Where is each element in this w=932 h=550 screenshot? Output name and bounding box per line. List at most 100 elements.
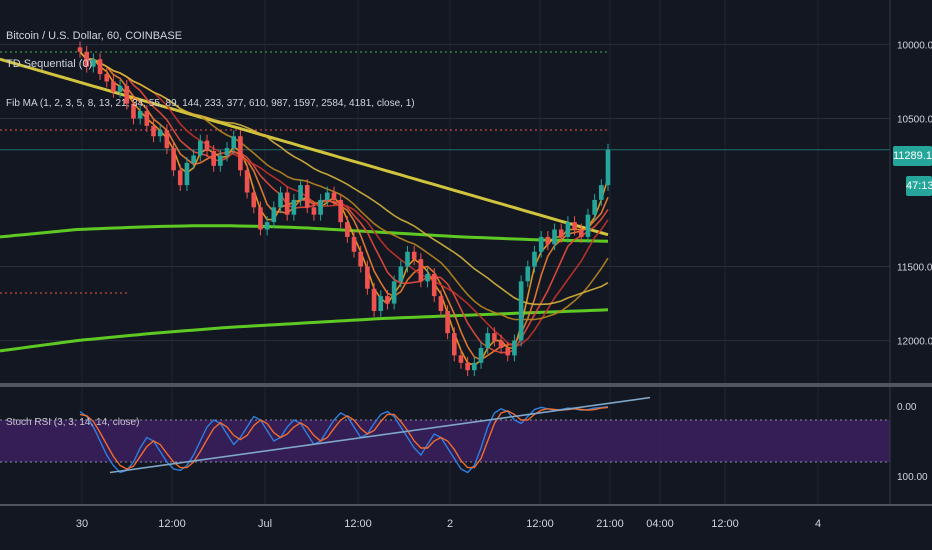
fib-ma-line	[0, 57, 609, 237]
candle-body	[164, 130, 170, 149]
time-tick-label: Jul	[258, 518, 272, 530]
candle-body	[405, 251, 410, 267]
candle-body	[244, 170, 250, 193]
candle-body	[111, 81, 116, 92]
candlesticks	[77, 41, 611, 377]
fib-ma-legend: Fib MA (1, 2, 3, 5, 8, 13, 21, 34, 55, 8…	[6, 98, 415, 109]
candle-body	[552, 229, 557, 245]
td-sequential-legend: TD Sequential (0)	[6, 58, 93, 70]
candle-body	[131, 103, 136, 119]
axes: 12000.00 11500.00 10500.00 10000.00 100.00 0.…	[0, 0, 932, 530]
stoch-d-line	[79, 406, 609, 470]
price-tick-label: 10000.00	[897, 40, 932, 51]
candle-body	[197, 140, 203, 156]
time-tick-label: 12:00	[711, 518, 739, 530]
candle-body	[378, 296, 384, 311]
candle-body	[418, 259, 424, 282]
candle-body	[77, 47, 83, 52]
candle-body	[291, 199, 297, 215]
candle-body	[84, 51, 89, 67]
candle-body	[545, 236, 551, 245]
time-tick-label: 12:00	[344, 518, 372, 530]
stoch-rsi-panel	[0, 396, 890, 474]
candle-body	[411, 251, 417, 260]
countdown-tag: 47:13	[906, 176, 932, 196]
candle-body	[538, 236, 544, 252]
candle-body	[318, 199, 323, 215]
candle-body	[485, 333, 491, 348]
candle-body	[271, 207, 277, 223]
candle-body	[211, 151, 216, 166]
candle-body	[391, 281, 397, 304]
candle-body	[151, 125, 156, 137]
price-tick-label: 11500.00	[897, 263, 932, 274]
time-tick-label: 12:00	[526, 518, 554, 530]
candle-body	[157, 130, 163, 137]
candle-body	[97, 59, 103, 75]
candle-body	[91, 59, 96, 67]
candle-body	[177, 170, 183, 186]
symbol-title: Bitcoin / U.S. Dollar, 60, COINBASE	[6, 30, 183, 42]
candle-body	[438, 296, 444, 311]
time-tick-label: 04:00	[646, 518, 674, 530]
candle-body	[124, 85, 130, 104]
candle-body	[298, 185, 303, 200]
candle-body	[385, 296, 390, 304]
candle-body	[231, 136, 237, 149]
candle-body	[218, 155, 223, 166]
panel-divider	[0, 383, 932, 387]
candle-body	[458, 355, 464, 363]
candle-body	[498, 340, 504, 348]
time-tick-label: 21:00	[596, 518, 624, 530]
candle-body	[104, 74, 110, 82]
candle-body	[599, 185, 604, 200]
candle-body	[324, 192, 330, 200]
candle-body	[512, 340, 517, 356]
candle-body	[578, 229, 584, 237]
stoch-band	[0, 420, 890, 462]
candle-body	[311, 207, 317, 215]
candle-body	[445, 310, 450, 334]
candle-body	[338, 199, 343, 223]
candle-body	[565, 222, 571, 237]
candle-body	[518, 281, 524, 341]
stoch-tick-label: 0.00	[897, 402, 917, 413]
candle-body	[171, 148, 176, 171]
candle-body	[184, 162, 190, 186]
candle-body	[572, 222, 577, 230]
candle-body	[478, 347, 484, 363]
candle-body	[284, 192, 290, 215]
candle-body	[304, 185, 310, 208]
candle-body	[264, 222, 270, 230]
candle-body	[191, 155, 196, 163]
candle-body	[492, 333, 497, 341]
candle-body	[358, 251, 364, 267]
current-price-tag: 11289.11	[893, 146, 932, 166]
candle-body	[465, 362, 470, 371]
stoch-trendline	[109, 396, 651, 474]
time-tick-label: 12:00	[158, 518, 186, 530]
time-tick-label: 30	[76, 518, 88, 530]
candle-body	[585, 214, 591, 237]
candle-body	[144, 111, 150, 126]
candle-body	[371, 288, 377, 311]
candle-body	[365, 266, 370, 289]
fib-ma-line	[0, 224, 609, 243]
fib-ma-line	[0, 308, 609, 353]
candle-body	[224, 148, 230, 156]
candle-body	[251, 192, 257, 208]
price-tick-label: 10500.00	[897, 114, 932, 125]
candle-body	[525, 266, 531, 282]
candle-body	[558, 229, 564, 237]
time-tick-label: 2	[447, 518, 453, 530]
candle-body	[425, 273, 430, 282]
stoch-rsi-legend: Stoch RSI (3, 3, 14, 14, close)	[6, 417, 140, 428]
candle-body	[592, 199, 597, 215]
candle-body	[278, 192, 283, 208]
candle-body	[398, 266, 404, 282]
candle-body	[258, 207, 263, 230]
price-tick-label: 12000.00	[897, 337, 932, 348]
candle-body	[472, 362, 477, 371]
